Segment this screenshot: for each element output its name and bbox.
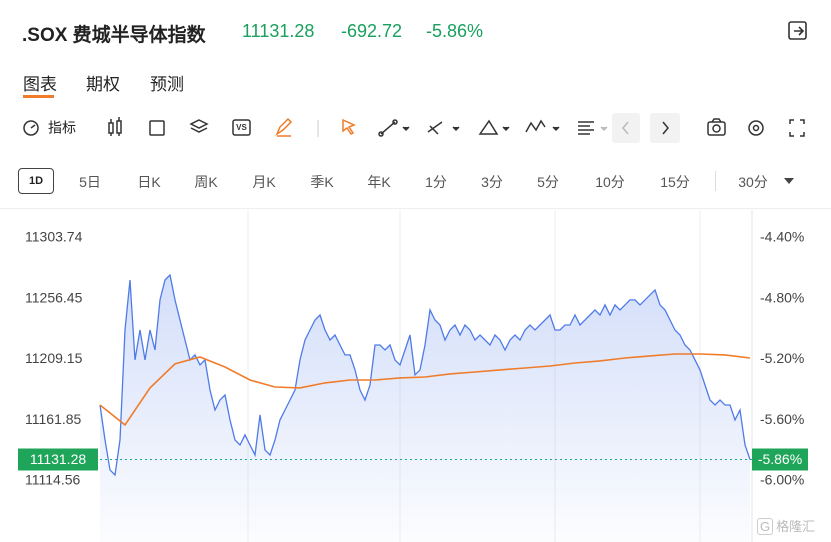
y2-tick-label: -6.00% — [760, 472, 804, 488]
last-price-label: 11131.28 — [30, 451, 87, 467]
separator — [0, 208, 831, 209]
settings-icon[interactable] — [748, 120, 764, 136]
period-tab[interactable]: 30分 — [738, 174, 768, 190]
y2-tick-label: -5.60% — [760, 411, 804, 427]
rect-icon[interactable] — [149, 120, 165, 136]
layers-icon[interactable] — [189, 119, 209, 133]
cursor-icon[interactable] — [342, 118, 356, 135]
price-area — [100, 275, 750, 542]
tab[interactable]: 预测 — [150, 75, 184, 94]
divider — [715, 171, 716, 191]
y-tick-label: 11161.85 — [25, 411, 82, 427]
period-tab[interactable]: 5日 — [79, 174, 101, 190]
y2-tick-label: -4.40% — [760, 229, 804, 245]
period-tab[interactable]: 年K — [367, 174, 391, 190]
change-pct: -5.86% — [426, 21, 484, 41]
y-tick-label: 11209.15 — [25, 350, 83, 366]
y2-tick-label: -5.20% — [760, 350, 804, 366]
export-icon[interactable] — [787, 20, 809, 42]
period-tab[interactable]: 15分 — [660, 174, 690, 190]
chart: 11303.74 11256.45 11209.15 11161.85 11114.56… — [18, 210, 808, 542]
camera-icon[interactable] — [707, 118, 726, 136]
period-tab[interactable]: 周K — [194, 174, 218, 190]
title: .SOX 费城半导体指数 — [22, 25, 206, 46]
vs-icon[interactable]: VS — [232, 119, 251, 136]
last-pct-box — [752, 448, 808, 471]
candle-icon[interactable] — [108, 117, 122, 136]
tab[interactable]: 期权 — [86, 75, 120, 94]
period-tab[interactable]: 月K — [252, 174, 276, 190]
y2-tick-label: -4.80% — [760, 289, 804, 305]
fullscreen-icon[interactable] — [789, 119, 805, 137]
period-tab[interactable]: 5分 — [537, 174, 559, 190]
tab-underline — [23, 95, 54, 98]
line-tools[interactable] — [378, 119, 608, 137]
period-tab[interactable]: 季K — [310, 174, 334, 190]
vs-label: VS — [236, 123, 247, 132]
indicator-button[interactable]: 指标 — [23, 120, 76, 136]
price: 11131.28 — [242, 21, 315, 41]
indicator-label: 指标 — [48, 120, 76, 136]
price-line — [99, 273, 751, 477]
toolbar: 指标 VS — [23, 113, 805, 143]
average-line — [99, 353, 751, 427]
period-tab[interactable]: 1分 — [425, 174, 447, 190]
watermark: G 格隆汇 — [757, 516, 815, 535]
y-tick-label: 11303.74 — [25, 229, 83, 245]
pencil-icon[interactable] — [275, 117, 293, 137]
y-tick-label: 11256.45 — [25, 289, 83, 305]
period-tab[interactable]: 3分 — [481, 174, 503, 190]
period-tab[interactable]: 10分 — [595, 174, 625, 190]
period-tab[interactable]: 日K — [137, 174, 161, 190]
change: -692.72 — [341, 21, 403, 41]
y-tick-label: 11114.56 — [25, 472, 80, 488]
period-caret[interactable] — [783, 176, 795, 186]
period-tab[interactable]: 1D — [28, 175, 44, 187]
period-selected — [18, 168, 54, 194]
tab[interactable]: 图表 — [23, 75, 57, 94]
prev-button[interactable] — [612, 113, 640, 143]
last-price-box — [18, 448, 98, 471]
next-button[interactable] — [650, 113, 680, 143]
last-pct-label: -5.86% — [758, 451, 802, 467]
watermark-text: 格隆汇 — [776, 519, 816, 534]
